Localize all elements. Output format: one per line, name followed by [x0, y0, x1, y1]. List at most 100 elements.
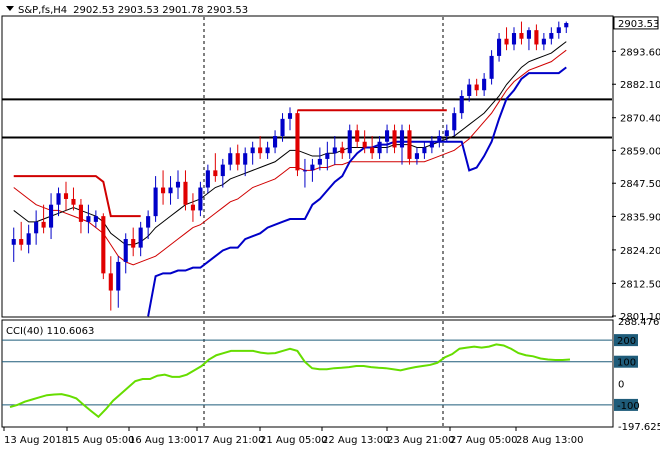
last-price-box [613, 16, 659, 30]
candle-body [153, 187, 158, 217]
candle-body [287, 113, 293, 119]
candle-body [205, 170, 210, 188]
candle-body [489, 55, 494, 79]
candle-body [71, 198, 76, 205]
cci-tick-label: 200 [617, 336, 636, 347]
time-tick-label: 23 Aug 21:00 [387, 435, 454, 446]
candle-body [549, 33, 554, 39]
candle-body [168, 187, 173, 194]
candle-body [474, 84, 479, 91]
candle-body [526, 30, 531, 39]
candle-body [116, 261, 121, 291]
cci-tick-label: 100 [617, 358, 636, 369]
candle-body [228, 153, 233, 165]
candle-body [138, 227, 143, 248]
stop-blue-line [147, 66, 567, 317]
candle-body [377, 141, 382, 154]
cci-tick-label: 288.4769 [618, 317, 660, 328]
candle-body [414, 153, 419, 159]
candle-body [452, 113, 457, 131]
candle-body [101, 216, 106, 274]
candle-body [295, 113, 300, 171]
candle-body [325, 153, 330, 159]
candle-body [161, 187, 166, 194]
price-tick-label: 2824.20 [620, 246, 660, 257]
candle-body [265, 147, 270, 154]
candle-body [175, 181, 181, 188]
candle-body [213, 170, 218, 177]
candle-body [347, 130, 352, 154]
candle-body [317, 158, 322, 165]
candle-body [467, 84, 472, 96]
candle-body [49, 204, 54, 228]
time-tick-label: 16 Aug 13:00 [129, 435, 196, 446]
candle-body [511, 33, 517, 45]
ma-red-line [13, 49, 567, 266]
time-tick-label: 15 Aug 05:00 [67, 435, 134, 446]
price-tick-label: 2859.00 [620, 146, 660, 157]
cci-grid [2, 321, 612, 426]
time-tick-label: 13 Aug 2018 [4, 435, 68, 446]
candle-body [183, 181, 188, 205]
candle-body [519, 33, 524, 39]
cci-level-tag [614, 355, 638, 368]
candle-body [11, 239, 16, 245]
candle-body [63, 193, 69, 199]
stop-red-line [13, 175, 141, 218]
time-tick-label: 21 Aug 05:00 [260, 435, 327, 446]
candle-body [108, 273, 113, 291]
price-tick-label: 2812.50 [620, 279, 660, 290]
candle-body [280, 118, 285, 137]
candle-body [131, 239, 136, 248]
candle-body [220, 164, 225, 177]
candle-body [26, 233, 31, 245]
candle-body [235, 153, 240, 165]
candle-body [497, 38, 502, 56]
time-tick-label: 22 Aug 13:00 [322, 435, 389, 446]
time-tick-label: 17 Aug 21:00 [197, 435, 264, 446]
candle-body [56, 193, 61, 205]
candle-body [437, 136, 442, 142]
candle-body [504, 38, 509, 45]
candle-body [34, 221, 39, 234]
cci-tick-label: -100 [617, 401, 640, 412]
candle-body [399, 130, 405, 148]
cci-tick-label: 0 [618, 379, 624, 390]
candle-body [198, 187, 203, 211]
candle-body [392, 130, 397, 148]
candle-body [258, 147, 263, 154]
price-tick-label: 2882.10 [620, 80, 660, 91]
candle-body [556, 27, 561, 34]
candle-body [444, 130, 449, 137]
last-price-label: 2903.53 [618, 19, 659, 30]
candle-body [362, 141, 367, 148]
candle-body [250, 147, 255, 154]
price-tick-label: 2801.10 [620, 312, 660, 323]
candle-body [243, 153, 248, 165]
candle-body [86, 216, 91, 222]
cci-tick-label: -197.6255 [618, 422, 660, 433]
candle-body [385, 130, 390, 142]
candle-body [564, 23, 569, 28]
candle-body [370, 147, 375, 154]
candle-body [459, 95, 464, 114]
time-tick-label: 28 Aug 13:00 [516, 435, 583, 446]
cci-axis: -197.6255 -100 0 100 200 288.4769 [614, 317, 660, 433]
cci-line [9, 343, 571, 419]
symbol-label: S&P,fs,H4 2902.53 2903.53 2901.78 2903.53 [18, 5, 248, 16]
dropdown-triangle-icon[interactable] [6, 6, 14, 11]
price-grid [2, 17, 612, 316]
price-tick-label: 2893.60 [620, 47, 660, 58]
candle-body [541, 38, 546, 45]
candle-body [429, 141, 434, 148]
price-axis: 2801.10 2812.50 2824.20 2835.90 2847.50 2859.… [612, 16, 660, 323]
price-tick-label: 2870.40 [620, 114, 660, 125]
candle-body [41, 221, 46, 228]
candle-body [340, 147, 345, 154]
candle-body [355, 130, 360, 142]
candle-body [310, 164, 315, 171]
candle-body [123, 239, 128, 262]
candle-body [422, 147, 427, 154]
